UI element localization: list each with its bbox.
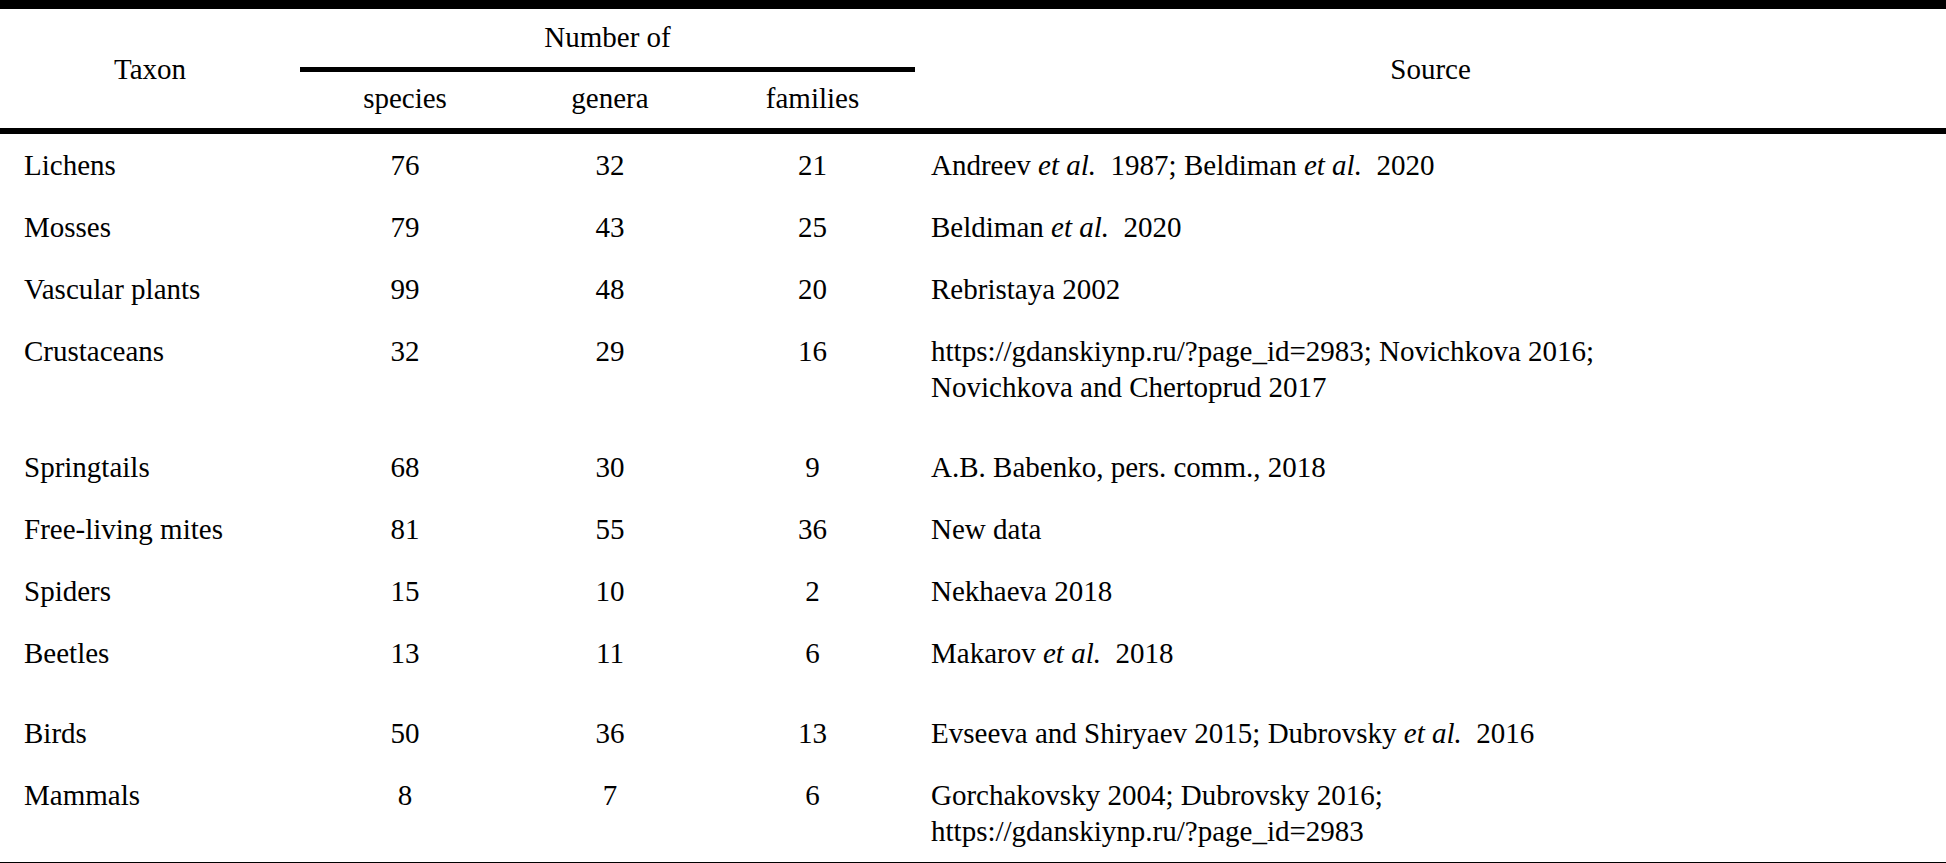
header-species: species bbox=[300, 70, 510, 132]
taxon-cell: Birds bbox=[0, 684, 300, 764]
source-line: Andreev et al. 1987; Beldiman et al. 202… bbox=[931, 147, 1946, 183]
header-number-of: Number of bbox=[300, 5, 915, 70]
table-row: Birds 50 36 13 Evseeva and Shiryaev 2015… bbox=[0, 684, 1946, 764]
families-cell: 36 bbox=[710, 498, 915, 560]
genera-cell: 32 bbox=[510, 131, 710, 196]
source-cell: Gorchakovsky 2004; Dubrovsky 2016;https:… bbox=[915, 764, 1946, 863]
source-line: Makarov et al. 2018 bbox=[931, 635, 1946, 671]
species-cell: 8 bbox=[300, 764, 510, 863]
source-cell: Rebristaya 2002 bbox=[915, 258, 1946, 320]
species-cell: 15 bbox=[300, 560, 510, 622]
families-cell: 6 bbox=[710, 622, 915, 684]
species-cell: 68 bbox=[300, 418, 510, 498]
source-line: Beldiman et al. 2020 bbox=[931, 209, 1946, 245]
table-row: Crustaceans 32 29 16 https://gdanskiynp.… bbox=[0, 320, 1946, 418]
species-cell: 99 bbox=[300, 258, 510, 320]
taxon-cell: Beetles bbox=[0, 622, 300, 684]
taxon-cell: Free-living mites bbox=[0, 498, 300, 560]
genera-cell: 43 bbox=[510, 196, 710, 258]
taxon-cell: Lichens bbox=[0, 131, 300, 196]
source-cell: Makarov et al. 2018 bbox=[915, 622, 1946, 684]
header-row-top: Taxon Number of Source bbox=[0, 5, 1946, 70]
table-row: Beetles 13 11 6 Makarov et al. 2018 bbox=[0, 622, 1946, 684]
families-cell: 16 bbox=[710, 320, 915, 418]
taxon-cell: Mammals bbox=[0, 764, 300, 863]
taxa-summary-table: Taxon Number of Source species genera fa… bbox=[0, 0, 1946, 863]
table-row: Vascular plants 99 48 20 Rebristaya 2002 bbox=[0, 258, 1946, 320]
genera-cell: 55 bbox=[510, 498, 710, 560]
species-cell: 76 bbox=[300, 131, 510, 196]
source-line: Rebristaya 2002 bbox=[931, 271, 1946, 307]
table-row: Lichens 76 32 21 Andreev et al. 1987; Be… bbox=[0, 131, 1946, 196]
taxon-cell: Mosses bbox=[0, 196, 300, 258]
genera-cell: 30 bbox=[510, 418, 710, 498]
families-cell: 25 bbox=[710, 196, 915, 258]
taxon-cell: Spiders bbox=[0, 560, 300, 622]
header-source: Source bbox=[915, 5, 1946, 132]
source-line: Nekhaeva 2018 bbox=[931, 573, 1946, 609]
header-taxon: Taxon bbox=[0, 5, 300, 132]
source-line: Evseeva and Shiryaev 2015; Dubrovsky et … bbox=[931, 715, 1946, 751]
families-cell: 20 bbox=[710, 258, 915, 320]
families-cell: 2 bbox=[710, 560, 915, 622]
source-cell: Nekhaeva 2018 bbox=[915, 560, 1946, 622]
source-line: New data bbox=[931, 511, 1946, 547]
genera-cell: 36 bbox=[510, 684, 710, 764]
table-row: Mammals 8 7 6 Gorchakovsky 2004; Dubrovs… bbox=[0, 764, 1946, 863]
families-cell: 6 bbox=[710, 764, 915, 863]
genera-cell: 10 bbox=[510, 560, 710, 622]
species-cell: 13 bbox=[300, 622, 510, 684]
table-body: Lichens 76 32 21 Andreev et al. 1987; Be… bbox=[0, 131, 1946, 863]
genera-cell: 7 bbox=[510, 764, 710, 863]
table-header: Taxon Number of Source species genera fa… bbox=[0, 5, 1946, 132]
taxon-cell: Springtails bbox=[0, 418, 300, 498]
header-families: families bbox=[710, 70, 915, 132]
source-line: Gorchakovsky 2004; Dubrovsky 2016; bbox=[931, 777, 1946, 813]
table-row: Mosses 79 43 25 Beldiman et al. 2020 bbox=[0, 196, 1946, 258]
source-line: https://gdanskiynp.ru/?page_id=2983; Nov… bbox=[931, 333, 1946, 369]
species-cell: 32 bbox=[300, 320, 510, 418]
table-row: Free-living mites 81 55 36 New data bbox=[0, 498, 1946, 560]
genera-cell: 11 bbox=[510, 622, 710, 684]
taxon-cell: Crustaceans bbox=[0, 320, 300, 418]
genera-cell: 48 bbox=[510, 258, 710, 320]
source-line: A.B. Babenko, pers. comm., 2018 bbox=[931, 449, 1946, 485]
source-line: https://gdanskiynp.ru/?page_id=2983 bbox=[931, 813, 1946, 849]
table-row: Springtails 68 30 9 A.B. Babenko, pers. … bbox=[0, 418, 1946, 498]
header-genera: genera bbox=[510, 70, 710, 132]
table-row: Spiders 15 10 2 Nekhaeva 2018 bbox=[0, 560, 1946, 622]
source-cell: https://gdanskiynp.ru/?page_id=2983; Nov… bbox=[915, 320, 1946, 418]
families-cell: 13 bbox=[710, 684, 915, 764]
genera-cell: 29 bbox=[510, 320, 710, 418]
families-cell: 9 bbox=[710, 418, 915, 498]
species-cell: 50 bbox=[300, 684, 510, 764]
species-cell: 79 bbox=[300, 196, 510, 258]
source-cell: New data bbox=[915, 498, 1946, 560]
taxon-cell: Vascular plants bbox=[0, 258, 300, 320]
source-cell: Andreev et al. 1987; Beldiman et al. 202… bbox=[915, 131, 1946, 196]
source-cell: Evseeva and Shiryaev 2015; Dubrovsky et … bbox=[915, 684, 1946, 764]
source-cell: Beldiman et al. 2020 bbox=[915, 196, 1946, 258]
species-cell: 81 bbox=[300, 498, 510, 560]
source-line: Novichkova and Chertoprud 2017 bbox=[931, 369, 1946, 405]
source-cell: A.B. Babenko, pers. comm., 2018 bbox=[915, 418, 1946, 498]
families-cell: 21 bbox=[710, 131, 915, 196]
